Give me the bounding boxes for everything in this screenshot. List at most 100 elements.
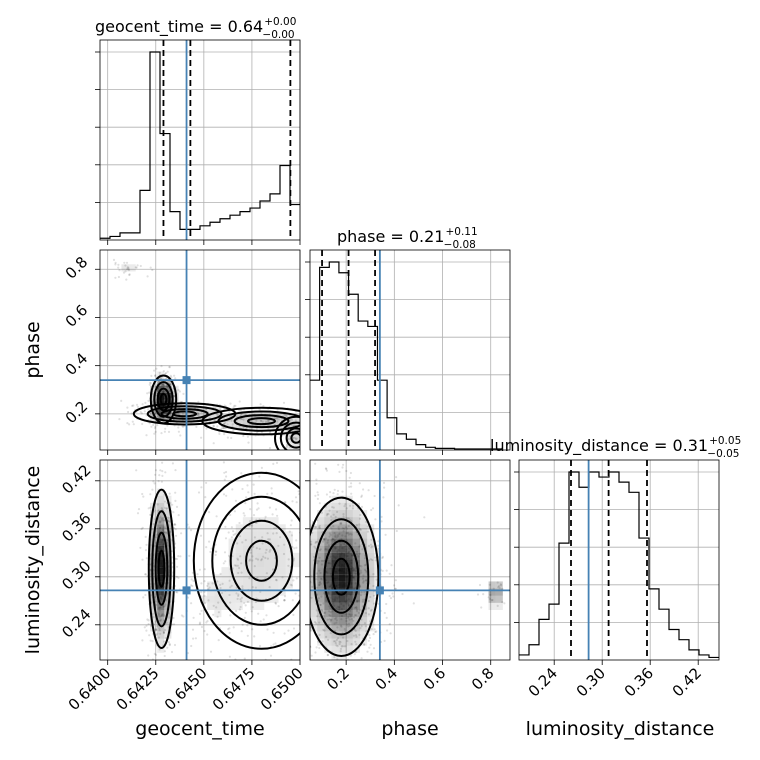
- density-cell: [157, 510, 165, 518]
- sample-point: [353, 606, 356, 610]
- density-shading: [150, 488, 300, 653]
- sample-point: [318, 646, 321, 650]
- sample-point: [316, 615, 319, 618]
- sample-point: [239, 418, 242, 421]
- sample-point: [232, 429, 235, 432]
- sample-point: [163, 614, 166, 617]
- density-cell: [242, 567, 250, 575]
- density-cell: [338, 574, 346, 582]
- sample-point: [478, 583, 482, 587]
- sample-point: [346, 639, 349, 643]
- sample-point: [363, 643, 366, 647]
- sample-point: [222, 562, 225, 565]
- contours: [147, 471, 300, 650]
- sample-point: [220, 427, 223, 430]
- sample-point: [355, 610, 359, 613]
- sample-point: [173, 643, 177, 647]
- sample-point: [288, 437, 291, 440]
- sample-point: [320, 511, 324, 514]
- density-cell: [250, 545, 258, 553]
- density-cell: [338, 545, 346, 553]
- sample-point: [340, 522, 343, 526]
- sample-point: [367, 607, 370, 610]
- sample-point: [158, 619, 161, 622]
- sample-point: [203, 580, 206, 583]
- density-cell: [331, 645, 339, 653]
- sample-point: [390, 564, 393, 567]
- density-cell: [200, 595, 208, 603]
- density-contour: [290, 432, 300, 444]
- density-cell: [324, 617, 332, 625]
- sample-point: [355, 550, 359, 554]
- density-cell: [271, 560, 279, 568]
- sample-point: [240, 472, 243, 475]
- density-cell: [338, 602, 346, 610]
- density-cell: [242, 517, 250, 525]
- sample-point: [165, 372, 168, 375]
- sample-point: [126, 268, 129, 271]
- density-cell: [292, 442, 300, 450]
- sample-point: [374, 518, 377, 521]
- sample-point: [367, 544, 371, 548]
- sample-point: [208, 586, 211, 589]
- sample-point: [361, 600, 365, 603]
- sample-point: [232, 533, 235, 537]
- sample-point: [158, 629, 161, 632]
- sample-point: [232, 406, 235, 409]
- sample-point: [294, 496, 298, 499]
- sample-point: [200, 486, 203, 489]
- sample-point: [152, 564, 156, 567]
- sample-point: [144, 401, 147, 404]
- sample-point: [496, 604, 499, 608]
- sample-point: [168, 365, 171, 368]
- sample-point: [318, 556, 321, 559]
- sample-point: [242, 434, 245, 438]
- sample-point: [262, 405, 265, 408]
- density-cell: [235, 602, 243, 610]
- sample-point: [268, 447, 272, 450]
- density-cell: [221, 595, 229, 603]
- density-cell: [352, 517, 360, 525]
- sample-point: [377, 547, 380, 550]
- sample-point: [325, 467, 328, 470]
- sample-point: [198, 622, 201, 626]
- density-cell: [242, 524, 250, 532]
- sample-point: [162, 383, 165, 386]
- sample-point: [349, 654, 352, 657]
- sample-point: [163, 650, 166, 653]
- sample-point: [284, 501, 287, 504]
- sample-point: [250, 610, 253, 613]
- sample-point: [135, 403, 139, 406]
- sample-point: [256, 576, 259, 579]
- sample-point: [154, 469, 158, 472]
- sample-point: [177, 555, 180, 558]
- sample-point: [311, 585, 314, 589]
- sample-point: [127, 410, 130, 414]
- sample-point: [293, 547, 296, 550]
- sample-point: [161, 529, 164, 532]
- sample-point: [237, 571, 240, 575]
- sample-point: [328, 624, 331, 627]
- sample-point: [148, 413, 151, 416]
- sample-point: [127, 266, 130, 269]
- sample-point: [253, 492, 256, 495]
- gridlines: [310, 250, 510, 450]
- sample-point: [235, 564, 238, 567]
- sample-point: [315, 609, 318, 612]
- density-cell: [360, 595, 368, 603]
- sample-point: [501, 601, 504, 604]
- sample-point: [363, 568, 367, 571]
- hist-step-phase: [310, 261, 503, 450]
- sample-point: [334, 617, 337, 621]
- sample-point: [290, 418, 293, 421]
- sample-point: [264, 556, 267, 560]
- sample-point: [328, 532, 331, 535]
- sample-point: [175, 505, 179, 508]
- sample-point: [362, 581, 365, 584]
- sample-point: [333, 532, 336, 535]
- contours: [310, 496, 380, 657]
- title-geocent-time-label: geocent_time = 0.64: [95, 17, 263, 37]
- density-cell: [207, 602, 215, 610]
- density-cell: [164, 502, 172, 510]
- sample-point: [132, 404, 135, 407]
